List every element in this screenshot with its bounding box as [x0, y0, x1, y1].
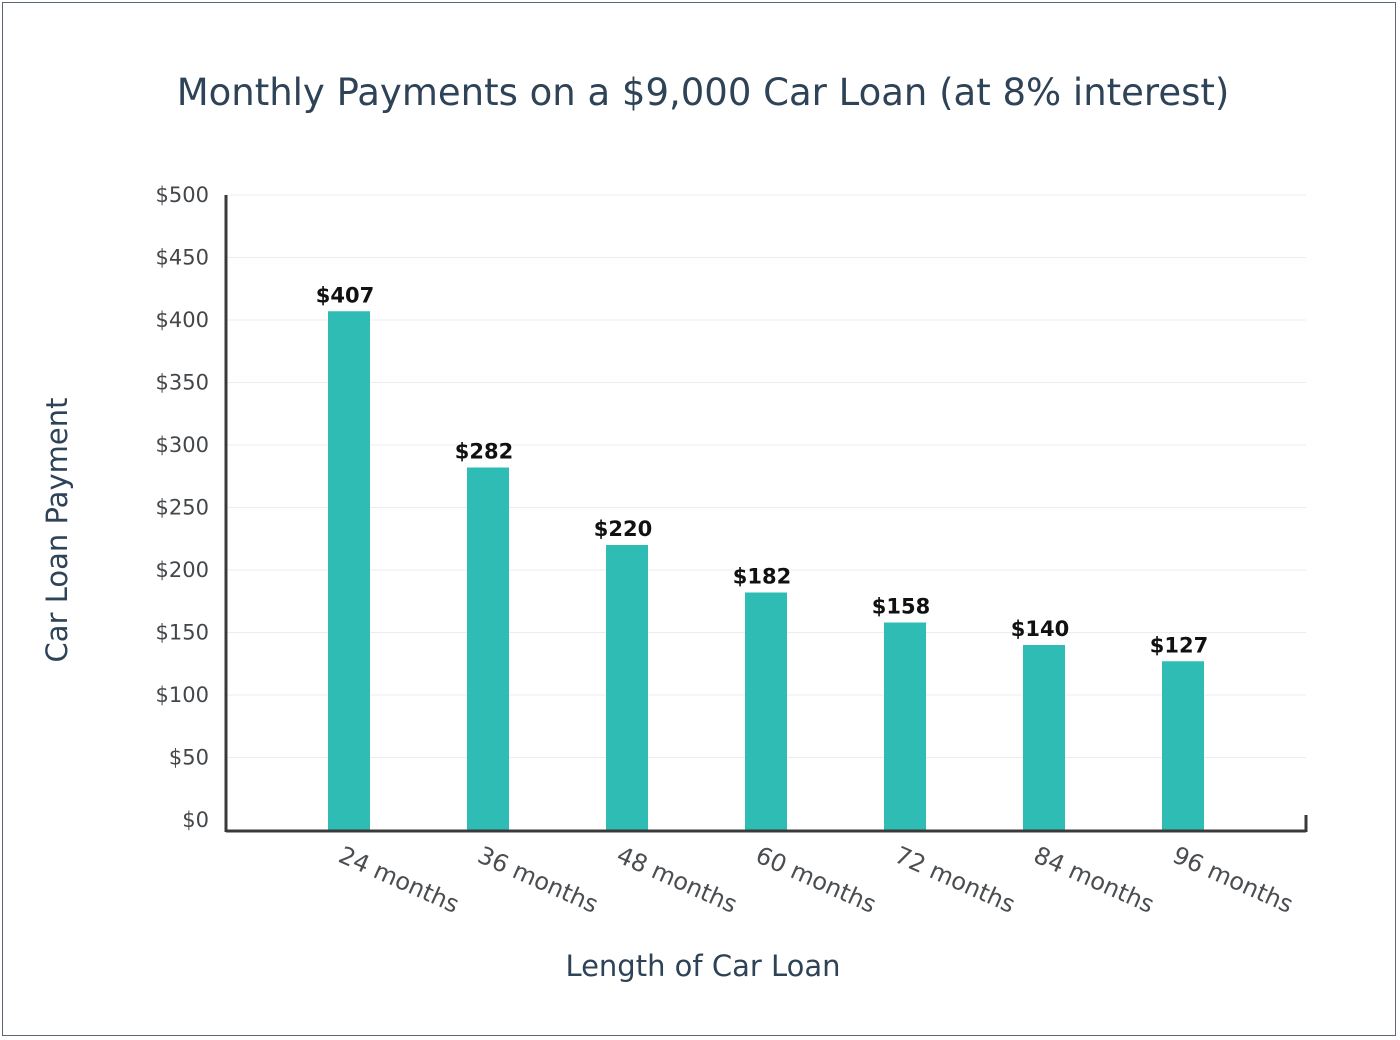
y-tick-labels: $0 $50 $100 $150 $200 $250 $300 $350 $400 $450 $50… — [156, 183, 209, 832]
x-tick-label: 84 months — [1030, 841, 1159, 919]
data-label: $127 — [1150, 633, 1208, 657]
data-label: $407 — [316, 283, 374, 307]
chart-title: Monthly Payments on a $9,000 Car Loan (a… — [177, 71, 1230, 114]
data-labels: $407 $282 $220 $182 $158 $140 $127 — [316, 283, 1208, 657]
y-tick-label: $50 — [169, 746, 209, 770]
data-label: $220 — [594, 517, 652, 541]
bar — [884, 622, 926, 831]
bar — [745, 592, 787, 831]
bar — [1162, 661, 1204, 831]
gridlines — [226, 194, 1306, 758]
y-tick-label: $400 — [156, 308, 209, 332]
x-tick-label: 96 months — [1169, 841, 1298, 919]
bar — [467, 467, 509, 831]
y-tick-label: $300 — [156, 433, 209, 457]
y-tick-label: $0 — [182, 808, 209, 832]
x-axis-title: Length of Car Loan — [565, 949, 840, 983]
bar — [1023, 645, 1065, 831]
data-label: $158 — [872, 595, 930, 619]
x-tick-label: 24 months — [335, 841, 464, 919]
y-tick-label: $350 — [156, 371, 209, 395]
y-tick-label: $100 — [156, 683, 209, 707]
y-tick-label: $250 — [156, 496, 209, 520]
y-tick-label: $500 — [156, 183, 209, 207]
bar — [606, 545, 648, 831]
y-tick-label: $450 — [156, 246, 209, 270]
y-axis-title: Car Loan Payment — [40, 398, 74, 663]
bars — [328, 311, 1204, 831]
x-tick-label: 48 months — [613, 841, 742, 919]
x-tick-label: 60 months — [752, 841, 881, 919]
y-tick-label: $150 — [156, 621, 209, 645]
x-tick-label: 72 months — [891, 841, 1020, 919]
bar — [328, 311, 370, 831]
x-tick-label: 36 months — [474, 841, 603, 919]
data-label: $282 — [455, 440, 513, 464]
x-tick-labels: 24 months 36 months 48 months 60 months 72 m… — [335, 841, 1298, 919]
data-label: $140 — [1011, 617, 1069, 641]
y-tick-label: $200 — [156, 558, 209, 582]
axes — [224, 195, 1308, 833]
data-label: $182 — [733, 565, 791, 589]
